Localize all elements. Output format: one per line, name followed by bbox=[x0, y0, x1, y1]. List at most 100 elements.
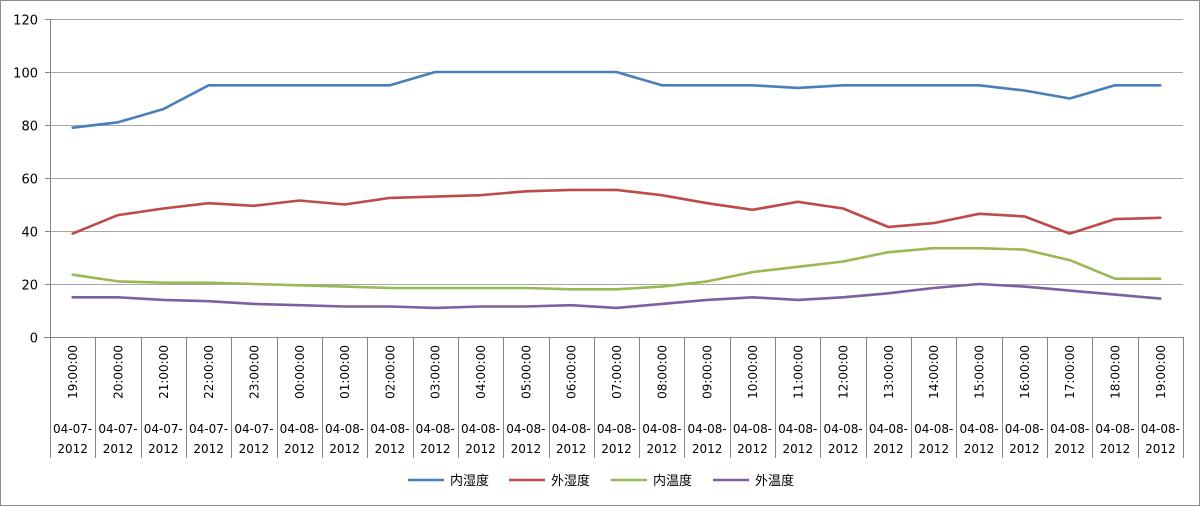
x-tick-label-time: 12:00:00 bbox=[837, 345, 851, 399]
x-tick-label-time: 15:00:00 bbox=[973, 345, 987, 399]
x-tick-label-date: 04-08- bbox=[1005, 422, 1044, 436]
x-tick-label-time: 22:00:00 bbox=[202, 345, 216, 399]
y-axis: 0 20 40 60 80 100 120 bbox=[13, 14, 51, 347]
x-tick-label-time: 02:00:00 bbox=[383, 345, 397, 399]
x-tick-label-year: 2012 bbox=[556, 442, 587, 456]
x-tick-label-date: 04-07- bbox=[53, 422, 92, 436]
x-tick-label-year: 2012 bbox=[103, 442, 134, 456]
x-tick-label-year: 2012 bbox=[284, 442, 315, 456]
x-tick-label-time: 07:00:00 bbox=[610, 345, 624, 399]
x-tick-label-year: 2012 bbox=[601, 442, 632, 456]
x-tick-label-year: 2012 bbox=[375, 442, 406, 456]
y-tick-label: 80 bbox=[21, 120, 38, 135]
x-tick-label-year: 2012 bbox=[918, 442, 949, 456]
x-tick-label-date: 04-08- bbox=[325, 422, 364, 436]
legend-label: 内温度 bbox=[653, 473, 692, 489]
x-tick-label-year: 2012 bbox=[1054, 442, 1085, 456]
x-tick-label-year: 2012 bbox=[511, 442, 542, 456]
x-tick-label-date: 04-08- bbox=[778, 422, 817, 436]
y-tick-label: 0 bbox=[30, 332, 38, 347]
x-tick-label-time: 09:00:00 bbox=[701, 345, 715, 399]
series-lines bbox=[71, 70, 1162, 310]
x-tick-label-date: 04-07- bbox=[189, 422, 228, 436]
x-tick-label-year: 2012 bbox=[239, 442, 270, 456]
x-tick-label-time: 11:00:00 bbox=[791, 345, 805, 399]
series-line-3 bbox=[71, 246, 1162, 291]
x-tick-label-date: 04-08- bbox=[370, 422, 409, 436]
legend-item-3: 内温度 bbox=[611, 473, 692, 489]
x-tick-label-time: 21:00:00 bbox=[157, 345, 171, 399]
x-tick-label-time: 17:00:00 bbox=[1063, 345, 1077, 399]
x-tick-label-time: 03:00:00 bbox=[429, 345, 443, 399]
legend-item-4: 外温度 bbox=[713, 473, 794, 489]
x-axis: 19:00:00 04-07- 2012 20:00:00 04-07- 2012 21:0… bbox=[44, 337, 1184, 458]
x-tick-label-time: 13:00:00 bbox=[882, 345, 896, 399]
x-tick-label-date: 04-07- bbox=[98, 422, 137, 436]
x-tick-label-time: 04:00:00 bbox=[474, 345, 488, 399]
x-tick-label-time: 16:00:00 bbox=[1018, 345, 1032, 399]
series-line-2 bbox=[71, 188, 1162, 235]
x-tick-label-date: 04-08- bbox=[914, 422, 953, 436]
legend-label: 外温度 bbox=[755, 473, 794, 489]
legend-label: 外湿度 bbox=[551, 473, 590, 489]
x-tick-label-date: 04-07- bbox=[234, 422, 273, 436]
x-tick-label-date: 04-07- bbox=[144, 422, 183, 436]
x-tick-label-year: 2012 bbox=[692, 442, 723, 456]
x-tick-label-date: 04-08- bbox=[1050, 422, 1089, 436]
x-tick-label-time: 05:00:00 bbox=[519, 345, 533, 399]
x-tick-label-time: 08:00:00 bbox=[655, 345, 669, 399]
y-tick-label: 100 bbox=[13, 67, 38, 82]
x-tick-label-year: 2012 bbox=[1100, 442, 1131, 456]
x-tick-label-year: 2012 bbox=[647, 442, 678, 456]
x-tick-label-date: 04-08- bbox=[959, 422, 998, 436]
y-tick-label: 40 bbox=[21, 226, 38, 241]
x-tick-label-year: 2012 bbox=[783, 442, 814, 456]
x-tick-label-year: 2012 bbox=[420, 442, 451, 456]
x-tick-label-date: 04-08- bbox=[823, 422, 862, 436]
x-tick-label-date: 04-08- bbox=[461, 422, 500, 436]
x-tick-label-time: 23:00:00 bbox=[247, 345, 261, 399]
x-tick-label-year: 2012 bbox=[148, 442, 179, 456]
x-tick-label-time: 00:00:00 bbox=[293, 345, 307, 399]
legend: 内湿度 外湿度 内温度 外温度 bbox=[408, 473, 794, 489]
x-tick-label-year: 2012 bbox=[1145, 442, 1176, 456]
x-tick-label-year: 2012 bbox=[193, 442, 224, 456]
x-tick-label-year: 2012 bbox=[737, 442, 768, 456]
series-line-4 bbox=[71, 282, 1162, 310]
x-tick-label-year: 2012 bbox=[828, 442, 859, 456]
x-tick-label-date: 04-08- bbox=[1095, 422, 1134, 436]
x-tick-label-time: 18:00:00 bbox=[1109, 345, 1123, 399]
x-tick-label-date: 04-08- bbox=[688, 422, 727, 436]
y-tick-label: 60 bbox=[21, 173, 38, 188]
x-tick-label-year: 2012 bbox=[1009, 442, 1040, 456]
x-tick-label-date: 04-08- bbox=[642, 422, 681, 436]
y-tick-label: 120 bbox=[13, 14, 38, 29]
legend-label: 内湿度 bbox=[450, 473, 489, 489]
y-tick-label: 20 bbox=[21, 279, 38, 294]
x-tick-label-date: 04-08- bbox=[506, 422, 545, 436]
x-tick-label-time: 20:00:00 bbox=[111, 345, 125, 399]
x-tick-label-time: 01:00:00 bbox=[338, 345, 352, 399]
x-tick-label-date: 04-08- bbox=[280, 422, 319, 436]
x-tick-label-time: 06:00:00 bbox=[565, 345, 579, 399]
x-tick-label-date: 04-08- bbox=[416, 422, 455, 436]
x-tick-label-year: 2012 bbox=[465, 442, 496, 456]
x-tick-label-year: 2012 bbox=[873, 442, 904, 456]
x-tick-label-year: 2012 bbox=[57, 442, 88, 456]
x-tick-label-date: 04-08- bbox=[733, 422, 772, 436]
x-tick-label-time: 19:00:00 bbox=[1154, 345, 1168, 399]
x-tick-label-date: 04-08- bbox=[1141, 422, 1180, 436]
x-tick-label-date: 04-08- bbox=[552, 422, 591, 436]
x-tick-label-time: 19:00:00 bbox=[66, 345, 80, 399]
x-tick-label-year: 2012 bbox=[329, 442, 360, 456]
x-tick-label-year: 2012 bbox=[964, 442, 995, 456]
x-tick-label-time: 14:00:00 bbox=[927, 345, 941, 399]
x-tick-label-time: 10:00:00 bbox=[746, 345, 760, 399]
legend-item-1: 内湿度 bbox=[408, 473, 489, 489]
x-tick-label-date: 04-08- bbox=[597, 422, 636, 436]
legend-item-2: 外湿度 bbox=[509, 473, 590, 489]
x-tick-label-date: 04-08- bbox=[869, 422, 908, 436]
series-line-1 bbox=[71, 70, 1162, 129]
